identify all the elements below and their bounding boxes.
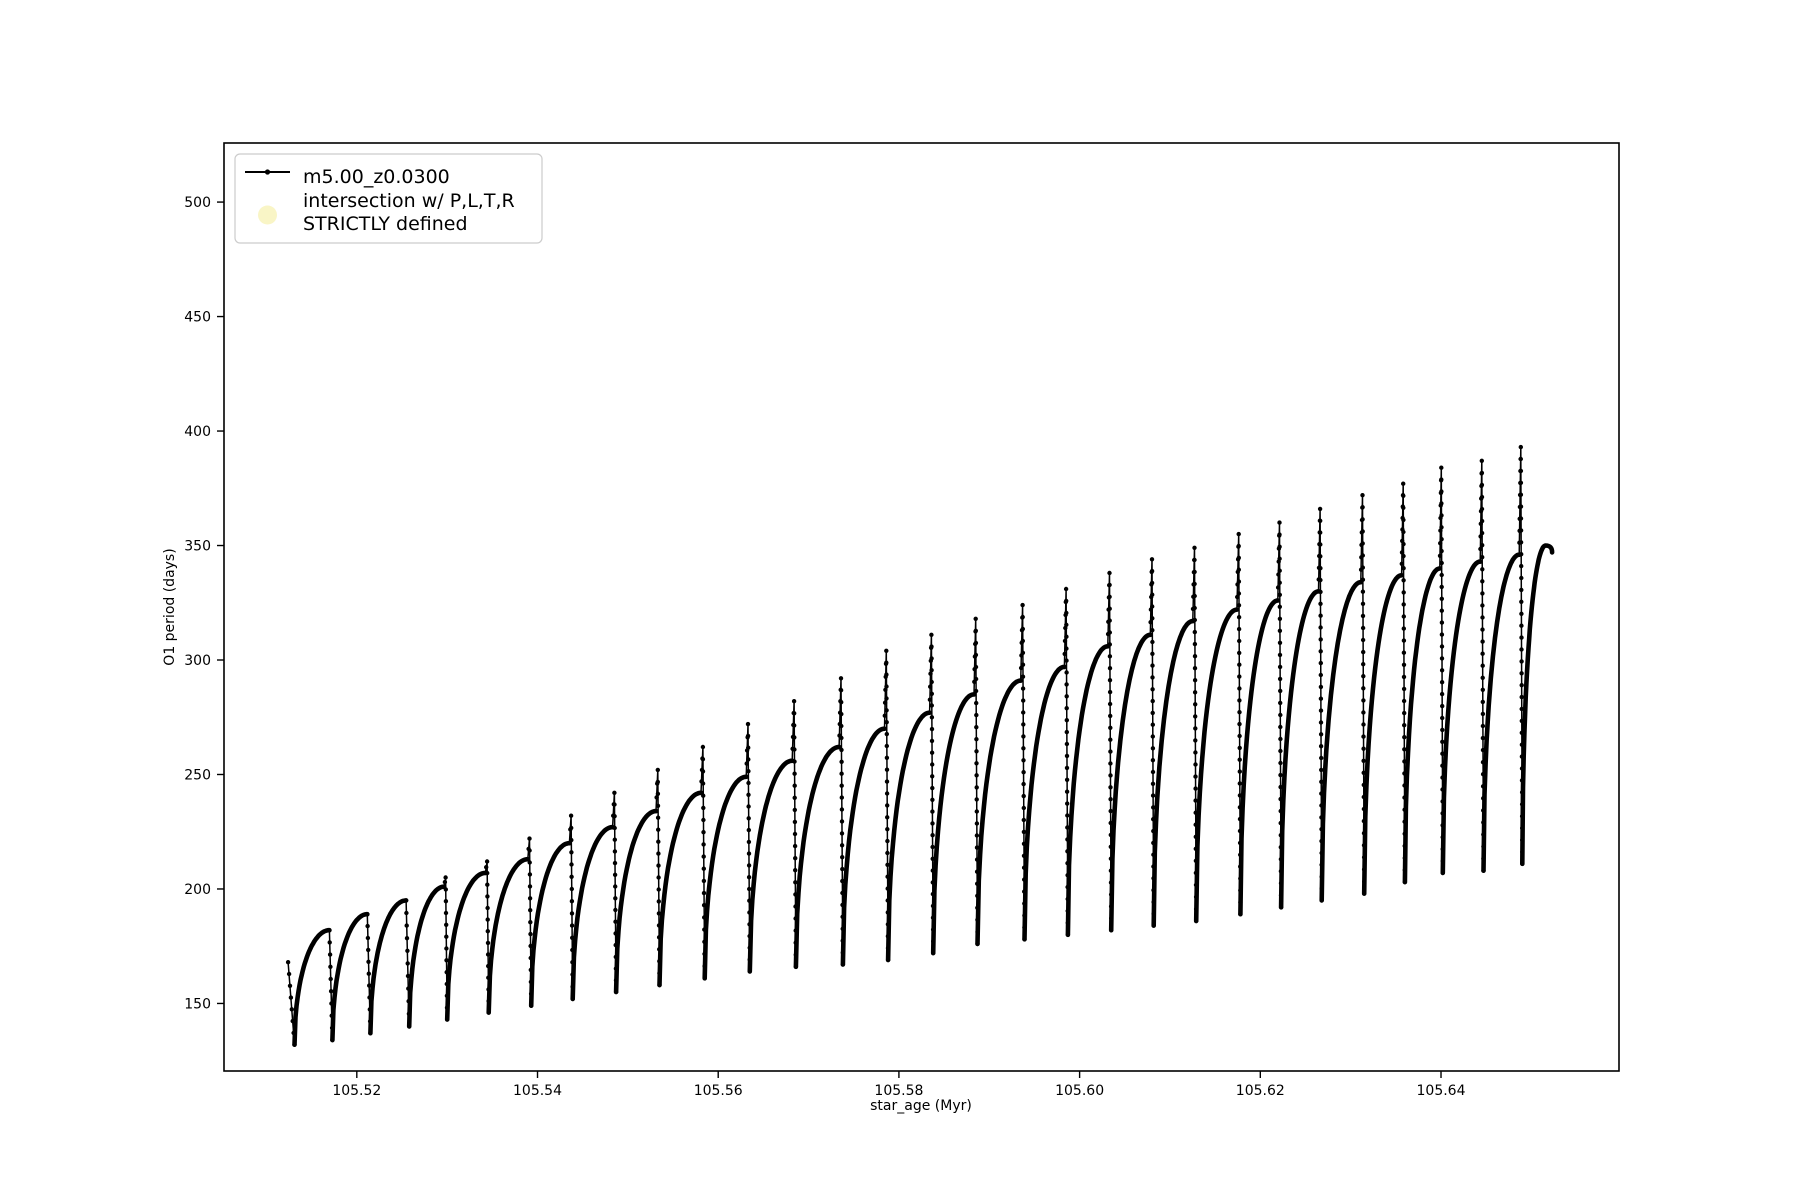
y-tick-label: 500 bbox=[184, 195, 211, 211]
y-tick-label: 150 bbox=[184, 996, 211, 1012]
legend-intersection-marker-icon bbox=[258, 205, 277, 225]
x-tick-label: 105.58 bbox=[874, 1083, 923, 1099]
x-tick-label: 105.62 bbox=[1236, 1083, 1285, 1099]
x-tick-label: 105.52 bbox=[332, 1083, 381, 1099]
y-tick-label: 300 bbox=[184, 653, 211, 669]
y-tick-label: 400 bbox=[184, 424, 211, 440]
y-axis-label: O1 period (days) bbox=[162, 548, 178, 665]
y-tick-label: 250 bbox=[184, 767, 211, 783]
y-tick-label: 200 bbox=[184, 882, 211, 898]
legend-entry-intersection-label-line2: STRICTLY defined bbox=[303, 213, 468, 235]
legend-line-marker-dot bbox=[264, 169, 271, 175]
series-markers bbox=[285, 444, 1525, 1047]
series-group bbox=[285, 444, 1555, 1047]
x-axis-label: star_age (Myr) bbox=[870, 1098, 972, 1114]
x-tick-label: 105.64 bbox=[1417, 1083, 1466, 1099]
x-tick-label: 105.56 bbox=[694, 1083, 743, 1099]
legend: m5.00_z0.0300 intersection w/ P,L,T,R ST… bbox=[234, 153, 543, 244]
legend-entry-series-label: m5.00_z0.0300 bbox=[303, 166, 450, 188]
legend-frame bbox=[234, 153, 543, 244]
y-tick-label: 450 bbox=[184, 310, 211, 326]
axes-frame bbox=[223, 142, 1620, 1072]
x-tick-label: 105.54 bbox=[513, 1083, 562, 1099]
series-line-m5.00_z0.0300 bbox=[292, 543, 1555, 1047]
y-tick-label: 350 bbox=[184, 539, 211, 555]
x-tick-label: 105.60 bbox=[1055, 1083, 1104, 1099]
ticks-group: 105.52 105.54 105.56 105.58 105.60 105.62 105.… bbox=[184, 195, 1465, 1099]
legend-entry-intersection-label-line1: intersection w/ P,L,T,R bbox=[303, 190, 515, 212]
plot-area bbox=[224, 143, 1619, 1071]
